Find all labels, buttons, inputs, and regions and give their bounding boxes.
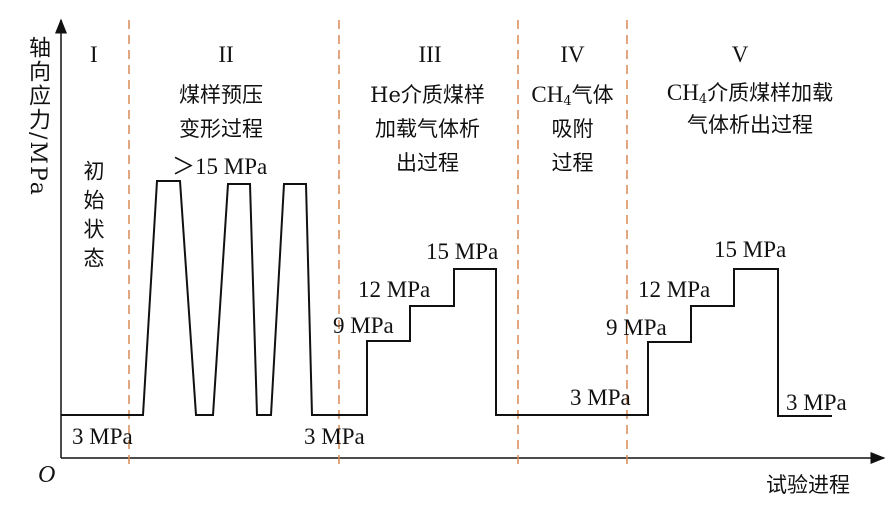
stage-1-desc: 初始状态 xyxy=(81,160,105,276)
stage-3-numeral: III xyxy=(418,42,442,67)
stage-4-desc-2: 吸附 xyxy=(551,117,594,141)
stage-4-desc-1: CH4气体 xyxy=(531,82,614,109)
x-axis-label: 试验进程 xyxy=(766,473,850,497)
stage-3-desc-3: 出过程 xyxy=(396,151,459,175)
stress-label-9mpa-stage3: 9 MPa xyxy=(333,313,394,338)
stress-label-3mpa-stage4: 3 MPa xyxy=(570,385,631,410)
stage-2-numeral: II xyxy=(218,42,234,67)
stage-2-desc-1: 煤样预压 xyxy=(179,83,263,107)
stage-3-desc-2: 加载气体析 xyxy=(375,117,480,141)
stress-label-15mpa-stage3: 15 MPa xyxy=(426,239,499,264)
stage-3-desc-1: He介质煤样 xyxy=(370,83,485,107)
stress-label-3mpa-stage2: 3 MPa xyxy=(304,424,365,449)
stage-2-desc-2: 变形过程 xyxy=(179,117,263,141)
stress-curve xyxy=(61,180,832,417)
stress-label-12mpa-stage3: 12 MPa xyxy=(358,277,431,302)
stage-5-desc-2: 气体析出过程 xyxy=(687,113,813,137)
origin-label: O xyxy=(38,462,56,488)
stress-label-12mpa-stage5: 12 MPa xyxy=(638,277,711,302)
stress-label-3mpa-stage1: 3 MPa xyxy=(72,424,133,449)
stage-4-numeral: IV xyxy=(560,42,585,67)
stress-label-9mpa-stage5: 9 MPa xyxy=(606,315,667,340)
stage-2-note: ＞15 MPa xyxy=(172,154,268,179)
stage-1-numeral: I xyxy=(90,42,98,67)
stage-5-desc-1: CH4介质煤样加载 xyxy=(666,80,834,107)
stage-4-desc-3: 过程 xyxy=(551,151,594,175)
stress-label-3mpa-stage5: 3 MPa xyxy=(786,390,847,415)
stress-label-15mpa-stage5: 15 MPa xyxy=(714,237,787,262)
stage-5-numeral: V xyxy=(731,42,749,67)
y-axis-label: 轴向应力/MPa xyxy=(25,36,50,197)
